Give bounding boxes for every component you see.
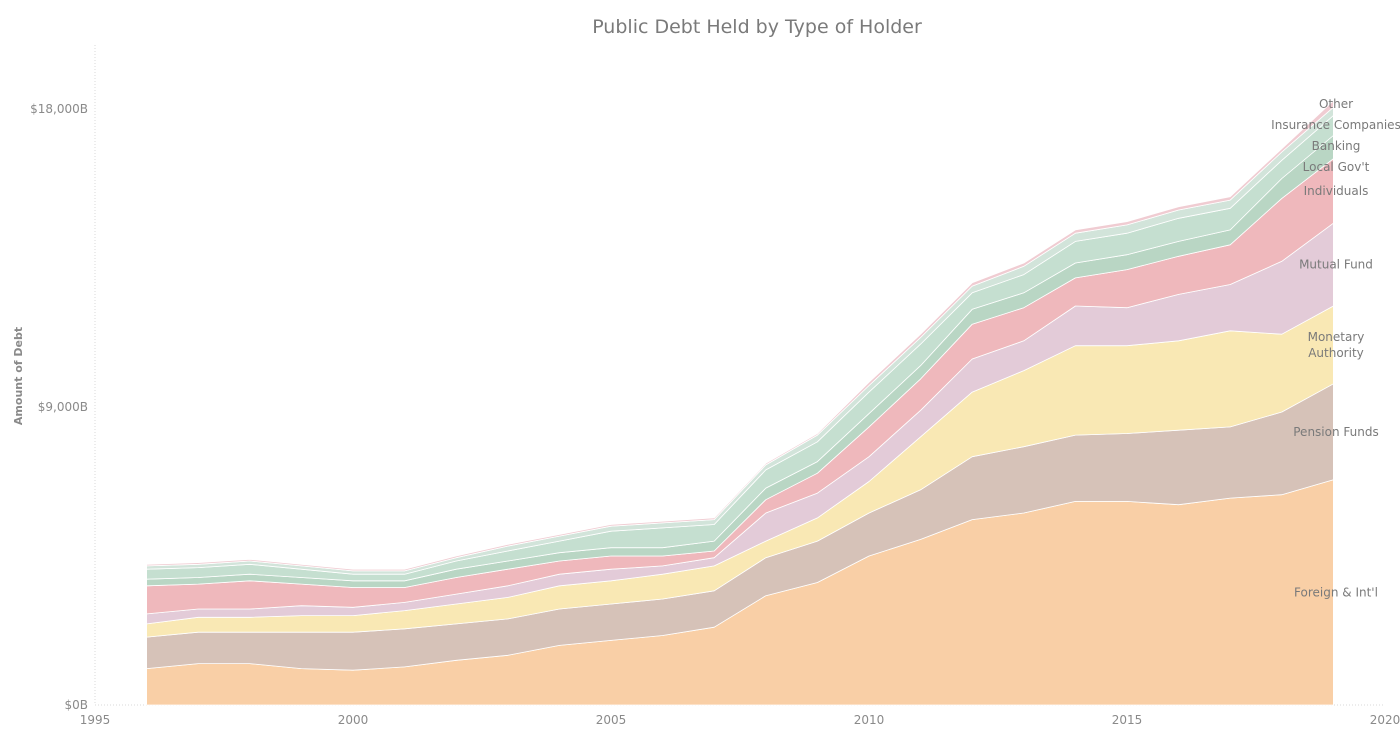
legend-label-monetary-authority-1: Monetary (1308, 330, 1365, 344)
legend-label-local-gov-t: Local Gov't (1303, 160, 1370, 174)
chart-title: Public Debt Held by Type of Holder (592, 16, 922, 38)
y-tick-label-18000: $18,000B (30, 102, 88, 116)
legend-label-monetary-authority-2: Authority (1308, 346, 1364, 360)
y-tick-label-9000: $9,000B (38, 400, 88, 414)
x-tick-label-2020: 2020 (1370, 713, 1400, 727)
x-tick-label-2005: 2005 (596, 713, 627, 727)
legend: Foreign & Int'l Pension Funds Monetary Auth… (1271, 97, 1400, 599)
x-axis-ticks: 1995 2000 2005 2010 2015 2020 (80, 713, 1400, 727)
legend-label-insurance-companies: Insurance Companies (1271, 118, 1400, 132)
y-axis-ticks: $0B $9,000B $18,000B (30, 102, 88, 712)
legend-label-banking: Banking (1312, 139, 1361, 153)
x-tick-label-2000: 2000 (338, 713, 369, 727)
legend-label-pension-funds: Pension Funds (1293, 425, 1378, 439)
x-tick-label-1995: 1995 (80, 713, 111, 727)
legend-label-foreign-int-l: Foreign & Int'l (1294, 585, 1378, 599)
y-tick-label-0: $0B (64, 698, 88, 712)
y-axis-label: Amount of Debt (12, 327, 25, 425)
x-tick-label-2010: 2010 (854, 713, 885, 727)
area-layers (146, 100, 1334, 706)
legend-label-mutual-fund: Mutual Fund (1299, 258, 1373, 272)
area-other (146, 100, 1334, 572)
x-tick-label-2015: 2015 (1112, 713, 1143, 727)
legend-label-other: Other (1319, 97, 1353, 111)
legend-label-individuals: Individuals (1304, 184, 1369, 198)
